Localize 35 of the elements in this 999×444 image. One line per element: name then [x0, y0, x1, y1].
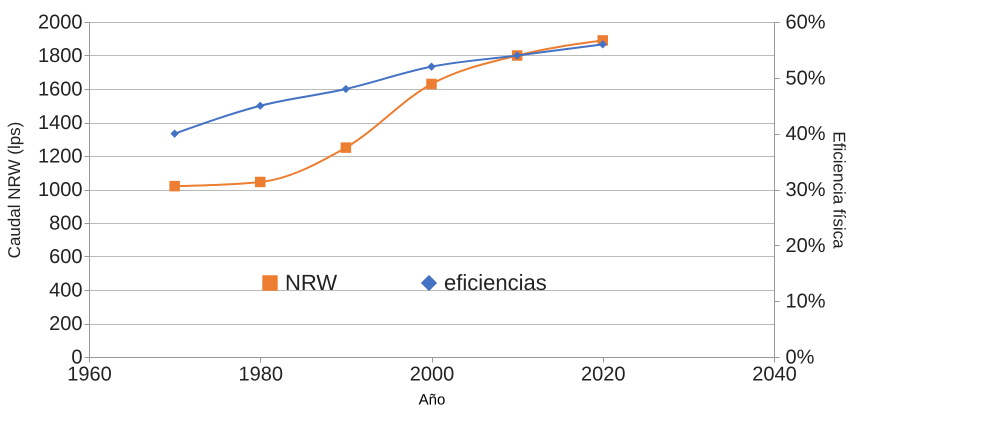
y-tick-label: 1200: [38, 146, 82, 168]
x-tick-label: 1960: [67, 364, 112, 386]
y-tick-label: 1800: [38, 45, 82, 67]
y-tick-label: 1600: [38, 78, 82, 100]
point: [256, 102, 264, 110]
x-tick-label: 2020: [581, 364, 626, 386]
point: [255, 176, 266, 188]
y-tick-label: 800: [49, 212, 82, 234]
y-axis-title: Caudal NRW (lps): [5, 122, 24, 258]
legend-label: NRW: [285, 270, 338, 295]
y-tick-label: 2000: [38, 12, 82, 34]
point: [340, 142, 352, 153]
y-tick-label: 1400: [38, 112, 82, 134]
point: [169, 180, 180, 192]
y2-tick-label: 40%: [786, 123, 826, 146]
x-axis-title: Año: [418, 392, 446, 408]
x-tick-label: 1980: [238, 364, 283, 386]
point: [426, 78, 437, 90]
legend-label: eficiencias: [444, 270, 547, 295]
y2-tick-label: 10%: [786, 290, 826, 313]
y2-tick-label: 20%: [786, 234, 826, 257]
y-tick-label: 600: [49, 246, 82, 268]
y2-tick-label: 60%: [786, 12, 826, 34]
y-tick-label: 200: [49, 313, 82, 335]
y2-axis-title: Eficiencia física: [830, 131, 849, 250]
y-tick-label: 400: [49, 280, 82, 302]
point: [598, 40, 607, 49]
y2-tick-label: 30%: [786, 179, 826, 201]
point: [342, 84, 350, 94]
x-tick-label: 2000: [410, 364, 454, 386]
y2-tick-label: 50%: [786, 67, 826, 90]
y-tick-label: 1000: [38, 179, 82, 201]
point: [427, 62, 436, 71]
point: [170, 129, 179, 138]
x-tick-label: 2040: [752, 364, 797, 386]
